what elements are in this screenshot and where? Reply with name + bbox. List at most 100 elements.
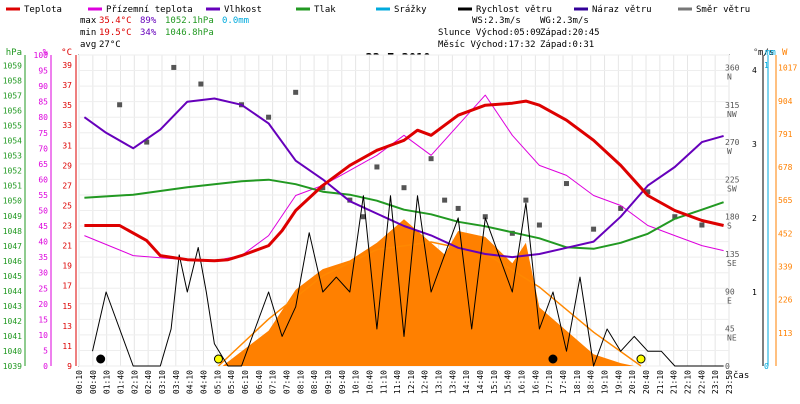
time-tick-label: 00:40 [89,370,98,394]
pct-tick-label: 25 [38,284,48,293]
pct-tick-label: 10 [38,331,48,340]
hpa-tick-label: 1046 [3,257,22,266]
stats-min-label: min [80,28,96,38]
time-tick-label: 03:40 [172,370,181,394]
legend-label: Rychlost větru [476,5,552,15]
wind-direction-point [455,205,461,211]
stats-min-pres: 1046.8hPa [165,28,214,38]
direction-compass-label: SE [727,259,737,268]
radiation-tick-label: 791 [778,130,793,139]
moonrise-marker [548,354,558,364]
hpa-tick-label: 1044 [3,287,22,296]
time-tick-label: 06:40 [255,370,264,394]
pct-tick-label: 15 [38,315,48,324]
time-tick-label: 02:40 [144,370,153,394]
time-tick-label: 12:40 [421,370,430,394]
direction-tick-label: 225 [725,175,740,184]
time-tick-label: 07:40 [282,370,291,394]
time-tick-label: 15:40 [504,370,513,394]
time-tick-label: 11:40 [393,370,402,394]
pct-tick-label: 60 [38,175,48,184]
hpa-tick-label: 1051 [3,182,22,191]
time-tick-label: 05:10 [213,370,222,394]
stats-ws: WS:2.3m/s [472,16,521,26]
time-tick-label: 14:40 [476,370,485,394]
time-tick-label: 13:10 [435,370,444,394]
time-tick-label: 21:10 [656,370,665,394]
wind-direction-point [171,64,177,70]
time-tick-label: 09:40 [338,370,347,394]
radiation-tick-label: 339 [778,263,793,272]
time-tick-label: 18:10 [573,370,582,394]
time-tick-label: 01:40 [116,370,125,394]
wind-axis-label: m/s [758,48,774,58]
direction-compass-label: NE [727,334,737,343]
legend-label: Přízemní teplota [106,5,193,15]
temp-tick-label: 9 [67,362,72,371]
time-tick-label: 15:10 [490,370,499,394]
time-tick-label: 05:40 [227,370,236,394]
stats-avg-temp: 27°C [99,40,121,50]
radiation-tick-label: 226 [778,296,793,305]
hpa-tick-label: 1045 [3,272,22,281]
line-series [83,94,724,367]
time-tick-label: 16:10 [518,370,527,394]
pct-tick-label: 45 [38,222,48,231]
pressure-line [84,178,724,250]
wind-direction-point [117,102,123,108]
pct-tick-label: 85 [38,98,48,107]
hpa-tick-label: 1039 [3,362,22,371]
temp-tick-label: 17 [62,282,72,291]
pct-tick-label: 5 [43,346,48,355]
direction-compass-label: E [727,296,732,305]
direction-tick-label: 180 [725,213,740,222]
time-tick-label: 18:40 [587,370,596,394]
wind-tick-label: 2 [752,214,757,223]
time-tick-label: 16:40 [531,370,540,394]
temp-axis-label: °C [61,48,72,58]
time-tick-label: 10:40 [365,370,374,394]
time-tick-label: 08:40 [310,370,319,394]
pct-tick-label: 100 [34,51,49,60]
stats-sun-rise: Slunce Východ:05:09 [438,28,541,38]
pct-tick-label: 65 [38,160,48,169]
direction-tick-label: 270 [725,138,740,147]
wind-direction-point [645,189,651,195]
direction-compass-label: SW [727,184,737,193]
radiation-tick-label: 452 [778,229,793,238]
legend-label: Směr větru [696,5,750,15]
sun-elevation-line [217,241,642,367]
time-tick-label: 23:50 [725,370,734,394]
temperature-line [84,99,724,263]
radiation-area [222,219,635,366]
wind-direction-point [266,114,272,120]
time-tick-label: 19:40 [614,370,623,394]
temp-tick-label: 35 [62,101,72,110]
hpa-tick-label: 1041 [3,332,22,341]
wind-tick-label: 1 [752,288,757,297]
time-tick-label: 22:10 [684,370,693,394]
wind-speed-line [92,195,724,367]
legend-label: Teplota [24,5,62,15]
wind-direction-point [360,214,366,220]
radiation-area-path [222,219,635,366]
wind-direction-point [672,214,678,220]
time-tick-label: 12:10 [407,370,416,394]
hpa-tick-label: 1047 [3,242,22,251]
moonset-marker [96,354,106,364]
direction-tick-label: 45 [725,325,735,334]
temp-tick-label: 29 [62,161,72,170]
wind-direction-point [442,197,448,203]
wind-direction-point [198,81,204,87]
legend-label: Náraz větru [592,5,652,15]
radiation-tick-label: 904 [778,97,793,106]
hpa-tick-label: 1053 [3,152,22,161]
time-tick-label: 00:10 [75,370,84,394]
hpa-tick-label: 1049 [3,212,22,221]
direction-tick-label: 360 [725,63,740,72]
time-tick-label: 17:40 [559,370,568,394]
wind-tick-label: 4 [752,66,757,75]
wind-direction-point [320,185,326,191]
time-tick-label: 03:10 [158,370,167,394]
hpa-tick-label: 1059 [3,62,22,71]
